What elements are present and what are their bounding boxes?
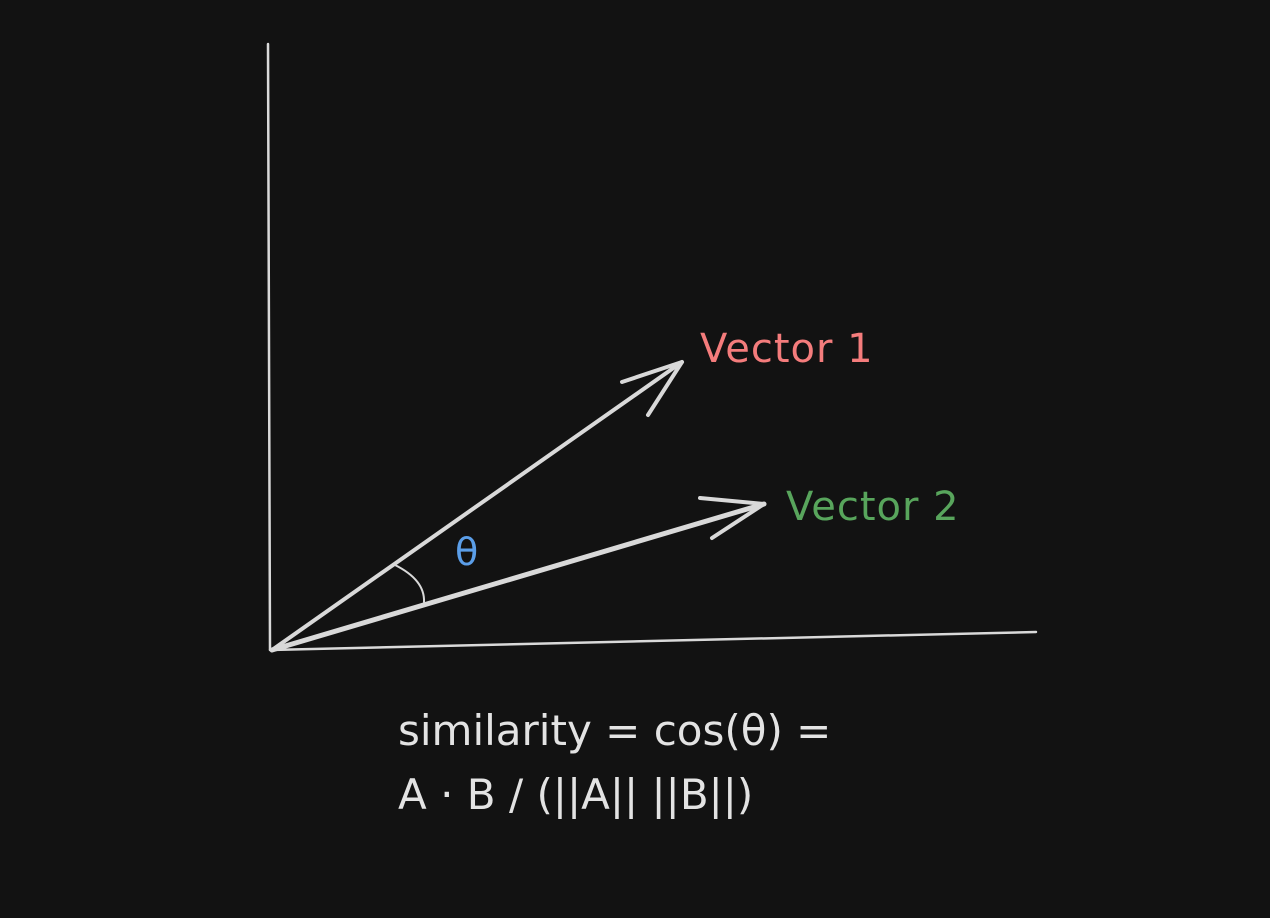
x-axis [268, 630, 1038, 652]
vector-2-label: Vector 2 [786, 484, 960, 530]
vector-1-arrowhead [620, 360, 684, 417]
formula-line-2: A · B / (||A|| ||B||) [398, 770, 754, 819]
angle-arc [394, 564, 426, 603]
vector-1-label: Vector 1 [700, 326, 874, 372]
y-axis [266, 42, 272, 652]
angle-label: θ [455, 530, 479, 574]
vector-2-arrowhead [698, 496, 766, 540]
vector-2-line [269, 501, 767, 653]
vector-1-line [270, 360, 684, 652]
formula-line-1: similarity = cos(θ) = [398, 706, 832, 755]
